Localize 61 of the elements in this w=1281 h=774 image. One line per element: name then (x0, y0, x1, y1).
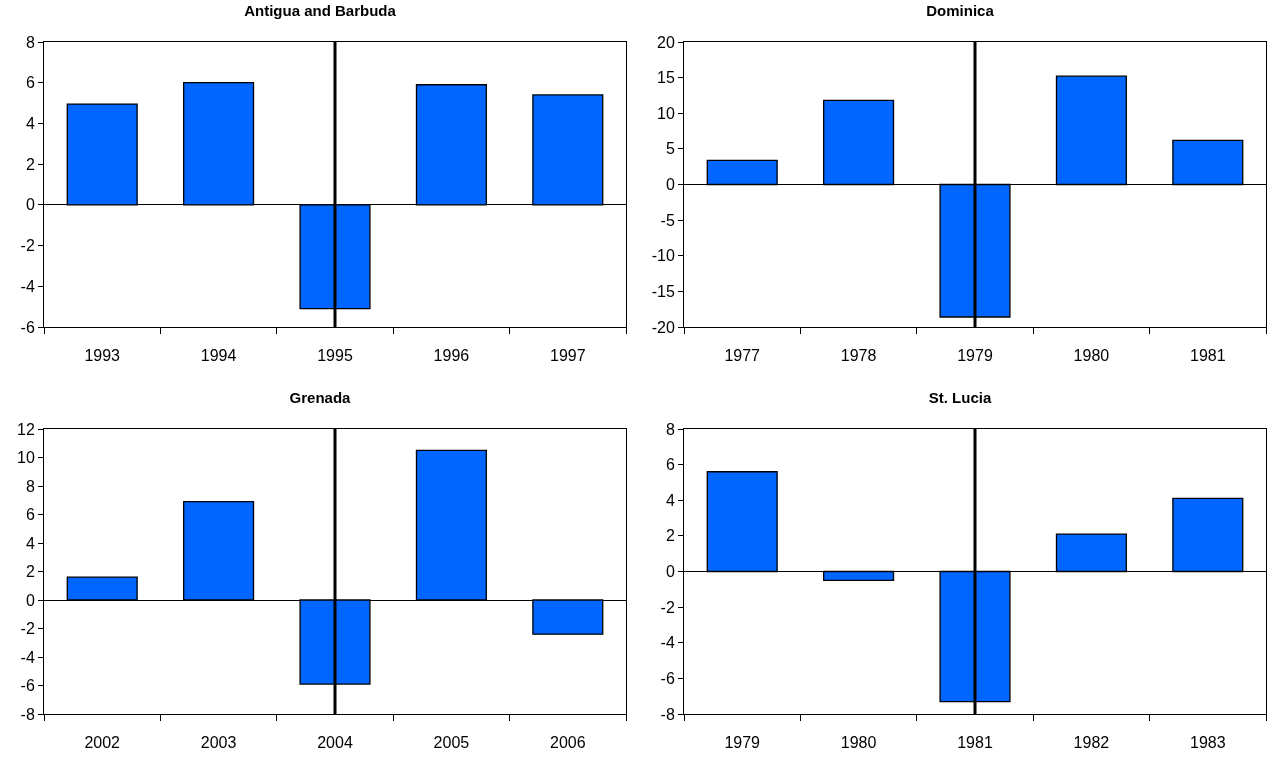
y-tick-label: 0 (25, 591, 35, 609)
y-tick-label: 12 (17, 420, 35, 438)
y-tick-label: -6 (660, 669, 675, 687)
y-tick-label: -4 (20, 648, 35, 666)
x-tick-label: 1997 (550, 347, 586, 365)
x-tick-label: 1978 (840, 347, 877, 365)
x-tick-label: 1994 (200, 347, 237, 365)
y-tick-label: 4 (665, 491, 675, 509)
y-tick-label: -6 (20, 318, 35, 336)
y-tick-label: -20 (651, 318, 675, 336)
y-tick-label: -2 (20, 237, 35, 255)
y-tick-label: 2 (25, 563, 35, 581)
y-tick-label: -10 (651, 247, 675, 265)
x-tick-label: 2002 (84, 734, 121, 752)
y-tick-label: -5 (660, 211, 675, 229)
y-tick-label: 6 (25, 506, 35, 524)
chart-title: St. Lucia (928, 389, 992, 407)
y-tick-label: 4 (25, 115, 35, 133)
x-tick-label: 1979 (724, 734, 761, 752)
y-tick-label: -6 (20, 677, 35, 695)
y-tick-label: 0 (665, 563, 675, 581)
chart-title: Dominica (926, 2, 995, 20)
y-tick-label: -2 (660, 598, 675, 616)
y-tick-label: 20 (657, 33, 675, 51)
x-tick-label: 1981 (957, 734, 993, 752)
x-tick-label: 2006 (550, 734, 586, 752)
y-tick-label: 10 (657, 104, 675, 122)
x-tick-label: 1982 (1073, 734, 1110, 752)
x-tick-label: 1993 (84, 347, 121, 365)
y-tick-label: -8 (20, 705, 35, 723)
y-tick-label: 6 (665, 456, 675, 474)
y-tick-label: -4 (20, 277, 35, 295)
y-tick-label: 0 (25, 196, 35, 214)
x-tick-label: 1980 (1073, 347, 1110, 365)
chart-title: Antigua and Barbuda (244, 2, 397, 20)
y-tick-label: -8 (660, 705, 675, 723)
y-tick-label: 8 (25, 477, 35, 495)
x-tick-label: 1983 (1190, 734, 1226, 752)
y-tick-label: 6 (25, 74, 35, 92)
x-tick-label: 1981 (1190, 347, 1226, 365)
y-tick-label: 15 (657, 69, 675, 87)
y-tick-label: 0 (665, 176, 675, 194)
y-tick-label: -4 (660, 634, 675, 652)
x-tick-label: 1980 (840, 734, 877, 752)
y-tick-label: 2 (665, 527, 675, 545)
x-tick-label: 1995 (317, 347, 353, 365)
y-tick-label: 10 (17, 449, 35, 467)
y-tick-label: 4 (25, 534, 35, 552)
x-tick-label: 2005 (433, 734, 470, 752)
x-tick-label: 1979 (957, 347, 993, 365)
y-tick-label: -2 (20, 620, 35, 638)
x-tick-label: 1977 (724, 347, 761, 365)
x-tick-label: 1996 (433, 347, 470, 365)
x-tick-label: 2004 (317, 734, 353, 752)
y-tick-label: 5 (665, 140, 675, 158)
chart-title: Grenada (289, 389, 352, 407)
y-tick-label: 8 (665, 420, 675, 438)
y-tick-label: -15 (651, 282, 675, 300)
x-tick-label: 2003 (200, 734, 237, 752)
y-tick-label: 8 (25, 33, 35, 51)
y-tick-label: 2 (25, 155, 35, 173)
